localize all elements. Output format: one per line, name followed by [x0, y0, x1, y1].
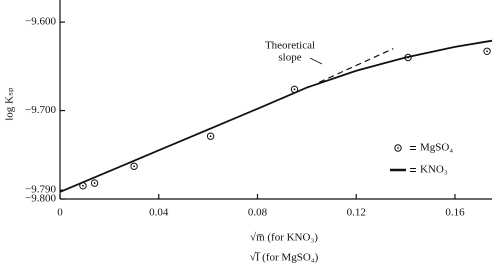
x-axis-label: √m̅ (for KNO₃) — [250, 232, 318, 244]
x-tick-label: 0.12 — [347, 207, 366, 219]
annotation: Theoretical — [265, 40, 315, 52]
y-axis-label: log Kₛₚ — [4, 87, 16, 121]
x-tick-label: 0 — [57, 207, 63, 219]
data-point-dot — [209, 135, 212, 138]
legend-marker-dot — [397, 147, 399, 149]
legend-label: MgSO₄ — [420, 142, 453, 154]
x-tick-label: 0.16 — [445, 207, 465, 219]
data-point-dot — [293, 88, 296, 91]
data-point-dot — [133, 165, 135, 168]
annotation: slope — [278, 52, 301, 64]
y-tick-label: −9.600 — [25, 16, 56, 28]
y-tick-label: −9.800 — [25, 193, 56, 205]
theoretical-slope-line — [318, 48, 394, 83]
annotation-leader — [309, 57, 323, 65]
x-tick-label: 0.04 — [149, 207, 169, 219]
curve — [59, 39, 493, 193]
legend-label: KNO₃ — [420, 164, 448, 176]
x-axis-label-2: √I̅ (for MgSO₄) — [250, 252, 319, 264]
y-tick-label: −9.790 — [25, 184, 56, 196]
data-point-dot — [93, 182, 96, 184]
y-tick-label: −9.700 — [25, 104, 56, 116]
data-point-dot — [486, 50, 488, 53]
x-tick-label: 0.08 — [248, 207, 268, 219]
data-point-dot — [82, 184, 84, 187]
